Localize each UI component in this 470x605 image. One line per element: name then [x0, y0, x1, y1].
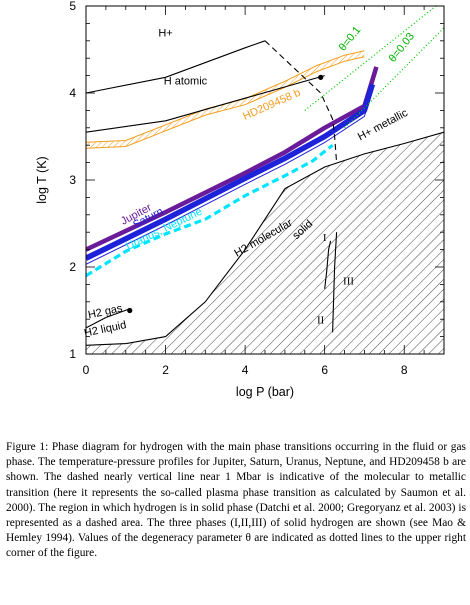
x-tick-label: 8 [401, 363, 408, 377]
label-iii: III [343, 275, 354, 287]
x-tick-label: 6 [321, 363, 328, 377]
h-atomic-boundary-curve [86, 75, 325, 133]
y-tick-label: 4 [69, 86, 76, 100]
y-tick-label: 1 [69, 347, 76, 361]
hd209458-b-curve [86, 50, 366, 149]
plasma-phase-transition-curve [264, 40, 338, 163]
y-tick-label: 5 [69, 0, 76, 13]
label-h-atomic: H atomic [164, 75, 208, 87]
h-boundary-curve [86, 40, 266, 94]
solid-region [86, 132, 444, 354]
marker-point [127, 307, 133, 314]
phase-ii-iii-boundary-curve [324, 240, 332, 289]
marker-point [318, 74, 324, 80]
label-i: I [323, 232, 327, 244]
label-ii: II [317, 315, 325, 327]
label-0-1: θ=0.1 [337, 24, 364, 53]
x-tick-label: 4 [242, 363, 249, 377]
label-h2-gas: H2 gas [87, 302, 124, 321]
y-tick-label: 3 [69, 173, 76, 187]
y-axis-label: log T (K) [35, 156, 49, 203]
label-h: H+ [158, 27, 172, 39]
saturn-curve [86, 83, 376, 261]
solid-boundary-curve [86, 131, 444, 346]
saturn-curve-lower [86, 90, 373, 265]
y-tick-label: 2 [69, 260, 76, 274]
x-tick-label: 0 [83, 363, 90, 377]
x-tick-label: 2 [162, 363, 169, 377]
label-0-03: θ=0.03 [387, 31, 417, 65]
h2-gas-liquid-boundary-curve [86, 308, 130, 329]
x-axis-label: log P (bar) [236, 385, 294, 399]
uranus-neptune-curve [86, 143, 334, 278]
figure-caption: Figure 1: Phase diagram for hydrogen wit… [6, 441, 466, 560]
phase-i-boundary-curve [332, 232, 338, 333]
theta-0-1-curve [304, 6, 437, 111]
